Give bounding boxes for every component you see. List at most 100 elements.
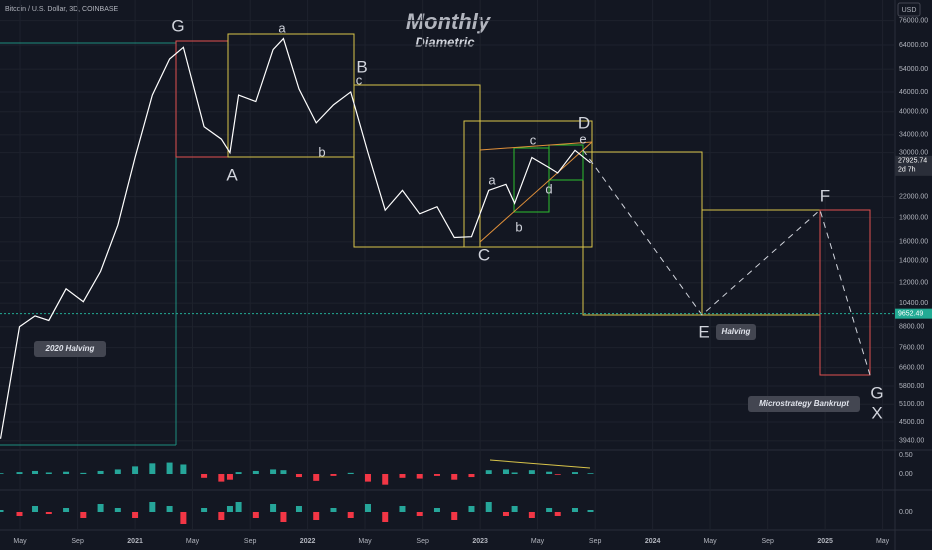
- histogram-bar: [451, 512, 458, 520]
- x-tick-label: May: [703, 538, 717, 545]
- histogram-bar: [114, 508, 121, 512]
- wave-label: B: [356, 57, 367, 76]
- y-tick-label: 30000.00: [899, 149, 928, 156]
- wave-label: E: [698, 322, 709, 341]
- histogram-bar: [280, 470, 287, 474]
- histogram-bar: [502, 512, 509, 516]
- y-tick-label: 14000.00: [899, 258, 928, 265]
- callout-box: [716, 324, 756, 340]
- wave-label: a: [278, 20, 286, 35]
- x-tick-label: May: [876, 538, 890, 545]
- y-tick-label: 10400.00: [899, 300, 928, 307]
- price-line: [0, 37, 591, 439]
- wave-label: e: [579, 131, 586, 146]
- histogram-bar: [218, 512, 225, 520]
- histogram-bar: [235, 472, 242, 474]
- y-tick-label: 5100.00: [899, 401, 924, 408]
- y-tick-label: 6600.00: [899, 364, 924, 371]
- y-tick-label: 46000.00: [899, 89, 928, 96]
- histogram-bar: [0, 510, 4, 512]
- wave-label: a: [488, 172, 496, 187]
- y-tick-label: 40000.00: [899, 109, 928, 116]
- wave-label: b: [515, 219, 522, 234]
- histogram-bar: [280, 512, 287, 522]
- x-tick-label: 2022: [300, 538, 316, 545]
- currency[interactable]: USD: [902, 7, 917, 14]
- y-tick-label: 54000.00: [899, 66, 928, 73]
- box: [353, 84, 481, 248]
- y-tick-label: 19000.00: [899, 214, 928, 221]
- y-tick-label: 16000.00: [899, 239, 928, 246]
- wave-label: G: [870, 383, 883, 402]
- wave-label: c: [356, 72, 363, 87]
- box: [819, 209, 871, 376]
- x-tick-label: May: [186, 538, 200, 545]
- y-tick-label: 12000.00: [899, 280, 928, 287]
- histogram-bar: [554, 474, 561, 475]
- header: Bitcoin / U.S. Dollar, 3D, COINBASE: [5, 6, 119, 13]
- histogram-bar: [0, 473, 4, 474]
- x-tick-label: 2023: [472, 538, 488, 545]
- histogram-bar: [80, 512, 87, 518]
- y-tick-label: 76000.00: [899, 17, 928, 24]
- wave-label: X: [871, 403, 882, 422]
- histogram-bar: [226, 506, 233, 512]
- y-tick-label: 8800.00: [899, 324, 924, 331]
- last-price-label: 27925.74: [898, 158, 927, 165]
- histogram-bar: [218, 474, 225, 482]
- box: [463, 120, 593, 248]
- currency-box[interactable]: [897, 2, 921, 17]
- histogram-bar: [528, 512, 535, 518]
- histogram-bar: [511, 506, 518, 512]
- wave-label: F: [820, 186, 830, 205]
- histogram-bar: [80, 472, 87, 474]
- indicator-tick-label: 0.00: [899, 471, 913, 478]
- histogram-bar: [571, 472, 578, 474]
- histogram-bar: [114, 469, 121, 474]
- countdown: 2d 7h: [898, 167, 916, 174]
- histogram-bar: [416, 512, 423, 516]
- histogram-bar: [295, 474, 302, 478]
- histogram-bar: [587, 473, 594, 474]
- histogram-bar: [528, 470, 535, 474]
- histogram-bar: [399, 474, 406, 478]
- histogram-bar: [97, 504, 104, 512]
- wave-label: G: [171, 16, 184, 35]
- trend-line: [479, 141, 593, 151]
- histogram-bar: [347, 512, 354, 518]
- histogram-bar: [511, 472, 518, 474]
- histogram-bar: [451, 474, 458, 480]
- histogram-bar: [347, 472, 354, 474]
- histogram-bar: [364, 504, 371, 512]
- histogram-bar: [97, 470, 104, 474]
- x-tick-label: 2021: [127, 538, 143, 545]
- histogram-bar: [32, 470, 39, 474]
- histogram-bar: [45, 512, 52, 514]
- histogram-bar: [546, 471, 553, 474]
- histogram-bar: [201, 474, 208, 478]
- x-tick-label: Sep: [71, 538, 84, 545]
- histogram-bar: [330, 508, 337, 512]
- histogram-bar: [32, 506, 39, 512]
- trend-line: [479, 141, 593, 243]
- x-tick-label: Sep: [244, 538, 257, 545]
- histogram-bar: [63, 471, 70, 474]
- histogram-bar: [433, 508, 440, 512]
- histogram-bar: [226, 474, 233, 480]
- last-price-badge: [895, 155, 932, 176]
- histogram-bar: [149, 463, 156, 474]
- histogram-bar: [180, 464, 187, 474]
- histogram-bar: [270, 504, 277, 512]
- callout-box: [34, 341, 106, 357]
- trend-line: [489, 459, 591, 469]
- callout-box: [748, 396, 860, 412]
- histogram-bar: [201, 508, 208, 512]
- callout: Microstrategy Bankrupt: [759, 399, 849, 408]
- histogram-bar: [45, 472, 52, 474]
- histogram-bar: [295, 506, 302, 512]
- histogram-bar: [313, 474, 320, 481]
- histogram-bar: [252, 470, 259, 474]
- histogram-bar: [132, 466, 139, 474]
- histogram-bar: [132, 512, 139, 518]
